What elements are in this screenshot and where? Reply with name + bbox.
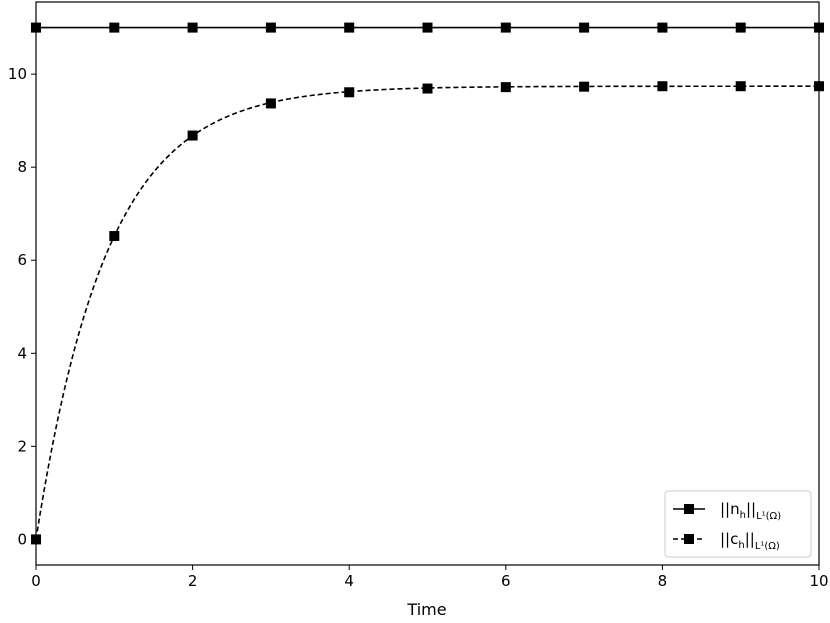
- plot-area: [36, 2, 819, 565]
- x-tick-label: 8: [658, 572, 668, 590]
- series-1-point: [500, 82, 511, 93]
- series-0-point: [344, 22, 355, 33]
- y-tick-label: 2: [17, 437, 27, 455]
- series-0-point: [657, 22, 668, 33]
- legend: ||nh||L¹(Ω) ||ch||L¹(Ω): [664, 490, 812, 558]
- series-1-point: [579, 81, 590, 92]
- legend-label-c: ||ch||L¹(Ω): [720, 530, 780, 552]
- series-0-point: [422, 22, 433, 33]
- x-tick-label: 6: [501, 572, 511, 590]
- y-tick-label: 6: [17, 251, 27, 269]
- legend-marker-c: [684, 534, 694, 544]
- legend-entry-c: ||ch||L¹(Ω): [673, 530, 780, 552]
- series-1-point: [657, 81, 668, 92]
- series-1-point: [265, 98, 276, 109]
- series-line-1: [35, 85, 819, 540]
- y-tick-label: 0: [17, 530, 27, 548]
- legend-label-n: ||nh||L¹(Ω): [720, 500, 781, 522]
- series-1-point: [109, 231, 120, 242]
- series-0-point: [265, 22, 276, 33]
- y-tick-label: 8: [17, 158, 27, 176]
- x-tick-label: 0: [31, 572, 41, 590]
- y-tick-label: 4: [17, 344, 27, 362]
- series-1-point: [735, 81, 746, 92]
- series-1-point: [344, 87, 355, 98]
- x-tick-label: 2: [188, 572, 198, 590]
- series-layer: [31, 22, 824, 545]
- x-axis: 0 2 4 6 8 10: [31, 565, 829, 590]
- series-0-point: [187, 22, 198, 33]
- series-0-point: [579, 22, 590, 33]
- series-1-point: [187, 130, 198, 141]
- series-0-point: [109, 22, 120, 33]
- legend-marker-n: [684, 504, 694, 514]
- series-0-point: [500, 22, 511, 33]
- series-0-point: [735, 22, 746, 33]
- series-1-point: [422, 83, 433, 94]
- plot-frame: [35, 1, 820, 566]
- legend-box: [664, 490, 812, 558]
- y-tick-label: 10: [8, 65, 27, 83]
- y-axis: 0 2 4 6 8 10: [8, 65, 36, 548]
- legend-entry-n: ||nh||L¹(Ω): [673, 500, 781, 522]
- x-tick-label: 10: [809, 572, 828, 590]
- x-tick-label: 4: [344, 572, 354, 590]
- x-axis-title: Time: [406, 600, 446, 619]
